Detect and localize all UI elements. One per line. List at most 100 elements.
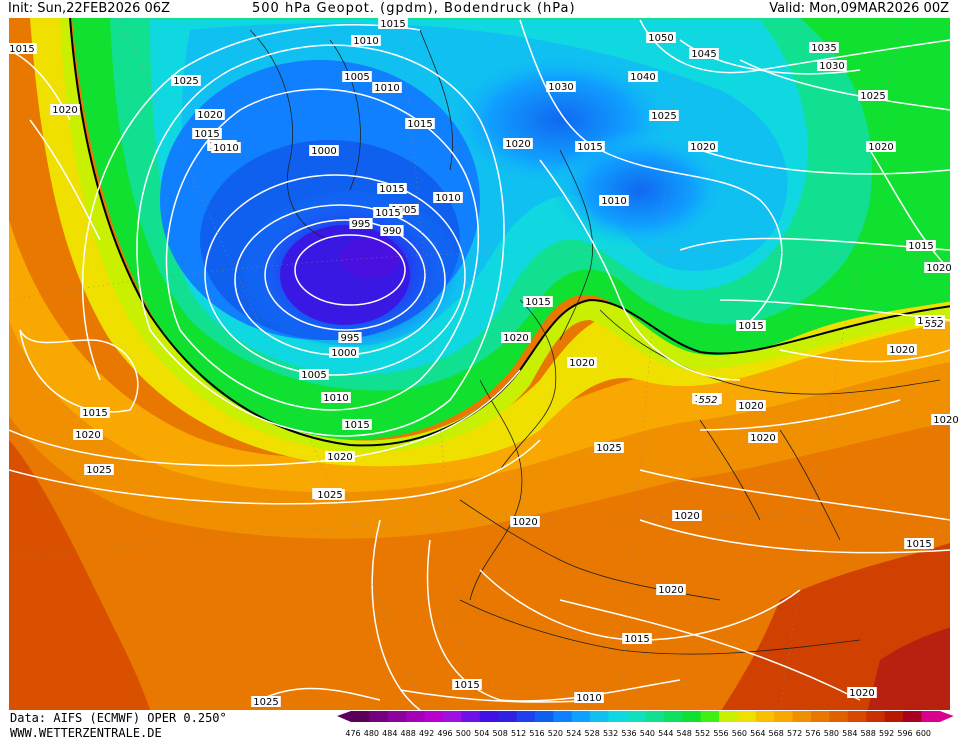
legend-swatch	[553, 711, 573, 722]
isobar-label: 1030	[546, 81, 576, 93]
graticule	[9, 18, 950, 710]
legend-swatch	[921, 711, 941, 722]
svg-text:1015: 1015	[454, 680, 479, 691]
legend-value: 572	[787, 729, 802, 738]
legend-swatch	[903, 711, 922, 722]
isobar-label: 1020	[887, 344, 917, 356]
isobar-label: 990	[380, 225, 404, 237]
legend-value: 500	[456, 729, 471, 738]
isobar-label: 1015	[906, 240, 936, 252]
legend-value: 488	[401, 729, 416, 738]
legend-swatch	[351, 711, 370, 722]
isobar-label: 1015	[452, 679, 482, 691]
svg-text:1020: 1020	[569, 358, 594, 369]
legend-swatch	[829, 711, 849, 722]
legend-value: 560	[732, 729, 747, 738]
legend-value: 496	[437, 729, 452, 738]
height-label-group: 552 552	[697, 318, 945, 406]
legend-value: 552	[695, 729, 710, 738]
legend-value: 584	[842, 729, 857, 738]
svg-text:995: 995	[340, 333, 359, 344]
legend-swatch	[516, 711, 536, 722]
legend-swatch	[700, 711, 720, 722]
svg-text:1010: 1010	[576, 693, 601, 704]
svg-text:1020: 1020	[750, 433, 775, 444]
isobar-label: 1015	[192, 128, 222, 140]
svg-text:1010: 1010	[213, 143, 238, 154]
isobar-label: 995	[338, 332, 362, 344]
legend-swatch	[792, 711, 812, 722]
red-southwest	[9, 439, 151, 710]
isobar-label: 1010	[599, 195, 629, 207]
isobar-label: 1015	[377, 183, 407, 195]
low-deep	[340, 238, 400, 278]
isobar-label: 995	[349, 218, 373, 230]
isobar-label: 1025	[649, 110, 679, 122]
svg-text:1050: 1050	[648, 33, 673, 44]
svg-text:1020: 1020	[327, 452, 352, 463]
isobar-label: 1025	[315, 489, 345, 501]
isobar-label: 1005	[342, 71, 372, 83]
legend-swatch	[645, 711, 665, 722]
legend-arrow-right	[939, 711, 954, 722]
legend-value: 556	[713, 729, 728, 738]
svg-text:1020: 1020	[889, 345, 914, 356]
blue-scandinavia	[550, 130, 730, 250]
svg-text:1015: 1015	[738, 321, 763, 332]
svg-text:1015: 1015	[407, 119, 432, 130]
svg-text:1015: 1015	[525, 297, 550, 308]
svg-text:1020: 1020	[75, 430, 100, 441]
legend-swatch	[719, 711, 738, 722]
legend-value: 588	[861, 729, 876, 738]
isobar-label: 1020	[847, 687, 877, 699]
isobar-label: 1015	[378, 18, 408, 30]
isobar-label: 1020	[672, 510, 702, 522]
isobar-label: 1010	[372, 82, 402, 94]
legend-swatch	[443, 711, 462, 722]
isobar-label: 1000	[329, 347, 359, 359]
svg-text:1025: 1025	[596, 443, 621, 454]
legend-value: 492	[419, 729, 434, 738]
isobars	[9, 19, 950, 710]
legend-swatch	[866, 711, 886, 722]
isobar-label: 1015	[373, 207, 403, 219]
isobar-label: 1020	[510, 516, 540, 528]
svg-text:1010: 1010	[601, 196, 626, 207]
svg-text:1000: 1000	[331, 348, 356, 359]
legend-value: 508	[493, 729, 508, 738]
svg-text:1015: 1015	[9, 44, 34, 55]
isobar-label: 1020	[656, 584, 686, 596]
legend-value: 528	[585, 729, 600, 738]
legend-swatch	[682, 711, 702, 722]
legend-swatch	[369, 711, 389, 722]
legend-swatch	[608, 711, 628, 722]
isobar-label: 1050	[646, 32, 676, 44]
isobar-label: 1015	[622, 633, 652, 645]
legend-value: 564	[750, 729, 765, 738]
legend-value: 520	[548, 729, 563, 738]
svg-text:1010: 1010	[323, 393, 348, 404]
isobar-label: 1015	[80, 407, 110, 419]
isobar-label: 1020	[736, 400, 766, 412]
legend-value: 512	[511, 729, 526, 738]
legend-swatch	[663, 711, 683, 722]
legend-swatch	[571, 711, 591, 722]
legend-swatch	[811, 711, 830, 722]
legend-value: 568	[769, 729, 784, 738]
svg-text:1015: 1015	[344, 420, 369, 431]
svg-text:1015: 1015	[577, 142, 602, 153]
legend-value: 536	[621, 729, 636, 738]
contour-height-label: 552	[923, 318, 945, 330]
isobar-label: 1025	[171, 75, 201, 87]
isobar-label: 1010	[433, 192, 463, 204]
legend-value: 600	[916, 729, 931, 738]
svg-text:1010: 1010	[353, 36, 378, 47]
isobar-label: 1010	[351, 35, 381, 47]
svg-text:1010: 1010	[374, 83, 399, 94]
svg-text:1020: 1020	[674, 511, 699, 522]
isobar-label: 1020	[924, 262, 954, 274]
legend-swatch	[847, 711, 867, 722]
isobar-label: 1045	[689, 48, 719, 60]
legend-value: 596	[897, 729, 912, 738]
color-legend: 476 480 484 488 492 496 500 504 508 512 516 520 524 5…	[337, 711, 954, 738]
